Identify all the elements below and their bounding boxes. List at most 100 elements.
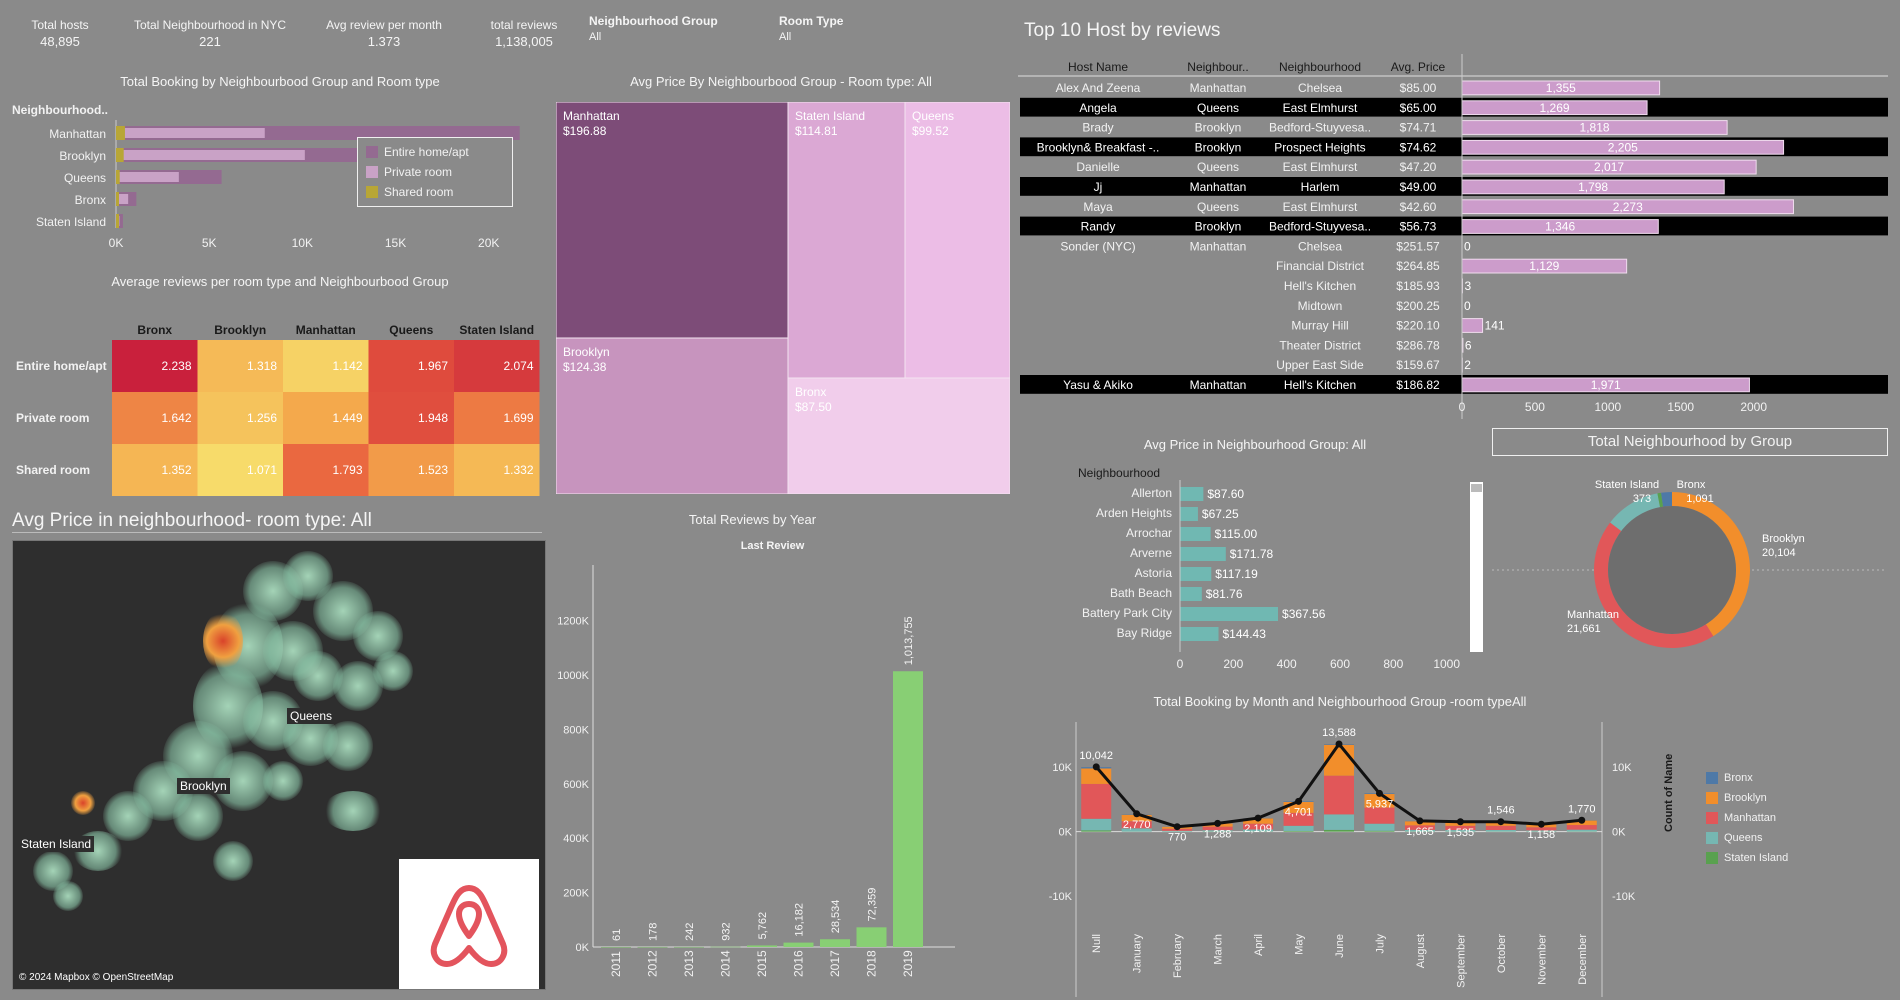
- slice-name: Brooklyn: [1762, 533, 1805, 545]
- price-bar: [1180, 527, 1211, 541]
- review-label: 1,971: [1591, 378, 1621, 392]
- avg-price: $186.82: [1396, 378, 1440, 392]
- tick-label: 200: [1223, 657, 1243, 671]
- row-label: Private room: [16, 411, 89, 425]
- treemap-value: $99.52: [912, 124, 949, 138]
- bar-label: 72,359: [867, 888, 879, 922]
- stack-segment: [1485, 829, 1516, 832]
- review-label: 141: [1485, 319, 1505, 333]
- review-label: 2,273: [1613, 200, 1643, 214]
- heatmap-chart: Bronx Brooklyn Manhattan Queens Staten Islan…: [16, 323, 540, 496]
- group-name: Manhattan: [1190, 239, 1247, 253]
- kpi-value: 48,895: [40, 34, 80, 49]
- legend-label: Staten Island: [1724, 852, 1789, 864]
- category-label: February: [1172, 934, 1184, 979]
- year-bar: [820, 939, 850, 947]
- kpi-avg-review: Avg review per month 1.373: [316, 18, 452, 49]
- category-label: May: [1294, 934, 1306, 955]
- review-label: 2: [1464, 358, 1471, 372]
- treemap-chart: Manhattan$196.88 Brooklyn$124.38 Staten Is…: [556, 102, 1010, 494]
- tick-label: 1000K: [557, 670, 589, 682]
- filter-room-type[interactable]: Room Type All: [779, 14, 843, 43]
- heat-cell: [112, 392, 198, 444]
- tick-label-right: 0K: [1612, 827, 1626, 839]
- kpi-value: 1,138,005: [495, 34, 553, 49]
- bar-label: 932: [721, 922, 733, 940]
- filter-neighbourhood-group[interactable]: Neighbourhood Group All: [589, 14, 718, 43]
- price-bar: [1180, 627, 1219, 641]
- legend-label: Entire home/apt: [384, 145, 469, 159]
- heat-value: 1.642: [161, 411, 191, 425]
- year-bar: [856, 927, 887, 947]
- avg-price: $200.25: [1396, 299, 1440, 313]
- group-name: Queens: [1197, 160, 1239, 174]
- stack-segment: [1283, 801, 1314, 813]
- line-label: 1,665: [1406, 826, 1434, 838]
- line-point: [1456, 818, 1464, 826]
- legend-item[interactable]: Staten Island: [1706, 848, 1788, 868]
- heat-value: 1.793: [332, 463, 362, 477]
- category-label: September: [1455, 934, 1467, 988]
- legend-private[interactable]: Private room: [366, 162, 504, 182]
- legend-item[interactable]: Queens: [1706, 828, 1788, 848]
- kpi-total-hosts: Total hosts 48,895: [22, 18, 98, 49]
- tick-label: 500: [1525, 400, 1545, 414]
- stack-segment: [1283, 830, 1314, 832]
- airbnb-icon: [430, 885, 508, 967]
- neighbourhood-name: Financial District: [1276, 259, 1365, 273]
- bar-label: 178: [648, 923, 660, 941]
- filter-value[interactable]: All: [779, 31, 792, 43]
- group-name: Queens: [1197, 200, 1239, 214]
- group-name: Queens: [1197, 101, 1239, 115]
- bar-label: $117.19: [1215, 567, 1258, 581]
- legend-entire[interactable]: Entire home/apt: [366, 142, 504, 162]
- review-label: 2,017: [1594, 160, 1624, 174]
- category-label: Astoria: [1135, 566, 1173, 580]
- map-label-brooklyn: Brooklyn: [177, 778, 230, 794]
- tick-label: 0: [1177, 657, 1184, 671]
- legend-shared[interactable]: Shared room: [366, 182, 504, 202]
- avg-price: $47.20: [1400, 160, 1437, 174]
- review-label: 1,269: [1540, 101, 1570, 115]
- treemap-cell: [904, 102, 1010, 379]
- stack-segment: [1283, 825, 1314, 831]
- stack-segment: [1566, 829, 1597, 832]
- treemap-name: Staten Island: [795, 109, 865, 123]
- group-name: Manhattan: [1190, 81, 1247, 95]
- treemap-name: Brooklyn: [563, 345, 610, 359]
- tick-label: 400K: [563, 833, 589, 845]
- heat-cell: [283, 444, 369, 496]
- column-header: Host Name: [1068, 60, 1128, 74]
- legend-swatch: [366, 186, 378, 198]
- review-label: 1,129: [1529, 259, 1559, 273]
- category-label: April: [1253, 934, 1265, 956]
- avg-price-nb-title: Avg Price in Neighbourhood Group: All: [1143, 437, 1367, 452]
- slice-name: Bronx: [1677, 479, 1706, 491]
- treemap-name: Manhattan: [563, 109, 620, 123]
- group-name: Manhattan: [1190, 180, 1247, 194]
- avg-price: $74.62: [1400, 140, 1437, 154]
- heat-cell: [454, 444, 540, 496]
- heat-value: 1.071: [247, 463, 277, 477]
- legend-item[interactable]: Brooklyn: [1706, 788, 1788, 808]
- heat-cell: [112, 340, 198, 392]
- category-label: Bath Beach: [1110, 586, 1172, 600]
- bar-private: [116, 172, 179, 182]
- kpi-label: total reviews: [490, 18, 558, 32]
- tick-label: 0K: [1059, 827, 1073, 839]
- year-bar: [710, 946, 741, 948]
- heat-map[interactable]: Queens Brooklyn Staten Island © 2024 Map…: [12, 540, 546, 990]
- monthly-title: Total Booking by Month and Neighbourhood…: [1153, 694, 1527, 709]
- neighbourhood-name: East Elmhurst: [1283, 101, 1358, 115]
- tick-label: 10K: [292, 236, 313, 250]
- scrollbar-thumb: [1471, 484, 1482, 492]
- bar-label: 242: [684, 923, 696, 941]
- tick-label: 20K: [478, 236, 499, 250]
- filter-value[interactable]: All: [589, 31, 602, 43]
- heat-cell: [368, 444, 454, 496]
- legend-item[interactable]: Bronx: [1706, 768, 1788, 788]
- treemap-title: Avg Price By Neighbourbood Group - Room …: [630, 74, 932, 89]
- review-bar: [1461, 318, 1484, 333]
- legend-item[interactable]: Manhattan: [1706, 808, 1788, 828]
- axis-title: Neighbourhood..: [12, 103, 108, 117]
